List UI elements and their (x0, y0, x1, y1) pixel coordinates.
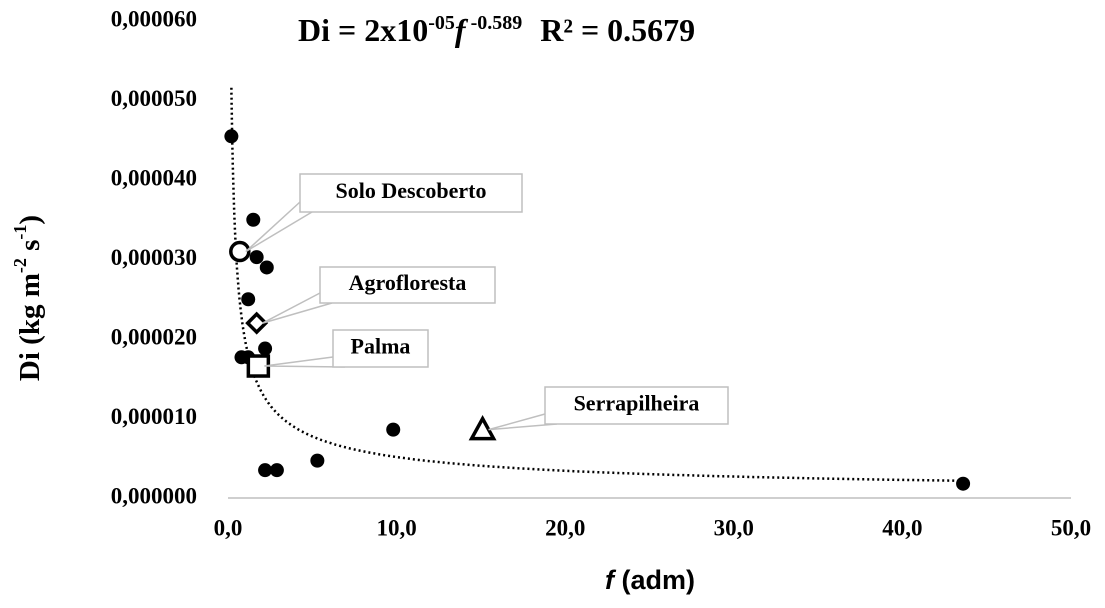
x-axis-label: f (adm) (605, 565, 695, 595)
trendline (230, 87, 964, 483)
callout-label: Solo Descoberto (336, 178, 487, 203)
y-axis-sup: -1 (10, 225, 30, 240)
y-tick-label: 0,000020 (111, 324, 197, 349)
leader-line (488, 413, 558, 431)
callout-label: Agrofloresta (349, 270, 467, 295)
x-tick-label: 0,0 (214, 515, 243, 540)
point (249, 250, 264, 265)
point (224, 129, 239, 144)
callout-label: Serrapilheira (574, 391, 700, 416)
x-tick-label: 20,0 (545, 515, 585, 540)
point (386, 422, 401, 437)
point (246, 212, 261, 227)
point (310, 453, 325, 468)
point (229, 240, 251, 263)
point (241, 292, 256, 307)
x-tick-label: 30,0 (714, 515, 754, 540)
point (245, 311, 269, 335)
x-tick-label: 40,0 (882, 515, 922, 540)
leader-line (262, 292, 333, 324)
equation-exponent: -05 (428, 12, 455, 34)
point (258, 463, 273, 478)
y-axis-sup: -2 (10, 258, 30, 273)
equation-r2: R² = 0.5679 (540, 12, 695, 48)
y-axis-label: Di (kg m-2 s-1) (10, 215, 46, 381)
equation: Di = 2x10-05f -0.589 R² = 0.5679 (298, 12, 695, 49)
y-tick-label: 0,000010 (111, 404, 197, 429)
y-axis-text: Di (kg m (14, 273, 46, 381)
y-axis-text: s (14, 240, 46, 259)
callout-box (299, 173, 523, 213)
x-tick-label: 50,0 (1051, 515, 1091, 540)
point (956, 476, 971, 491)
callout-label: Palma (351, 334, 411, 359)
x-tick-label: 10,0 (376, 515, 416, 540)
callout-box (544, 386, 729, 425)
point (258, 341, 273, 356)
callout-box (332, 329, 429, 368)
equation-exponent: -0.589 (466, 12, 523, 34)
y-tick-label: 0,000000 (111, 483, 197, 508)
x-axis-unit: (adm) (614, 565, 695, 595)
point (259, 260, 274, 275)
y-tick-label: 0,000040 (111, 165, 197, 190)
y-tick-label: 0,000030 (111, 245, 197, 270)
point (269, 463, 284, 478)
leader-line (264, 356, 346, 368)
y-axis-text: ) (14, 215, 46, 225)
equation-variable: f (455, 12, 469, 48)
equation-text: Di = 2x10 (298, 12, 428, 48)
callout-box (319, 266, 496, 304)
y-tick-label: 0,000050 (111, 86, 197, 111)
leader-line (245, 201, 313, 253)
point (468, 414, 497, 441)
y-tick-label: 0,000060 (111, 6, 197, 31)
